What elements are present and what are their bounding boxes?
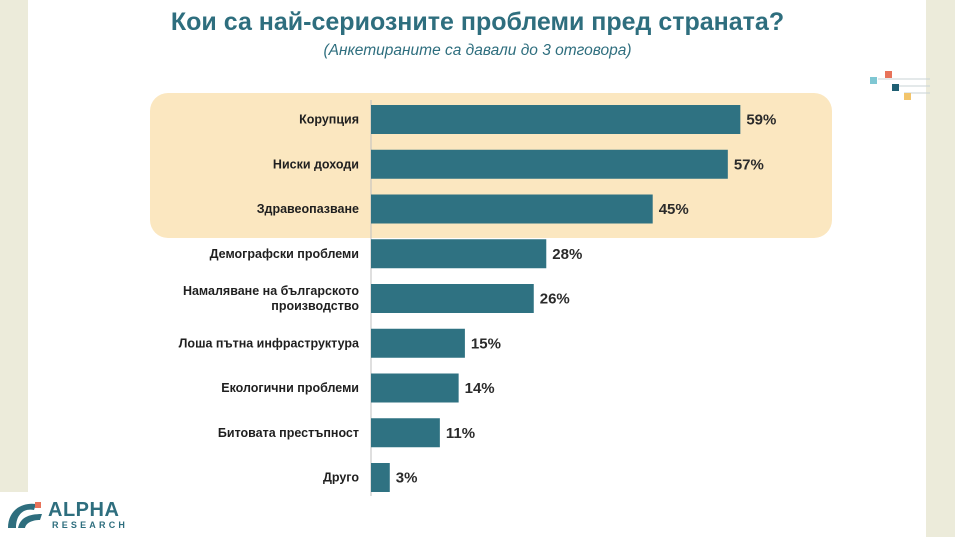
category-label-line: Битовата престъпност: [218, 426, 359, 440]
bar-6: [371, 373, 459, 403]
category-label-5: Лоша пътна инфраструктура: [179, 336, 360, 350]
logo-subtitle: RESEARCH: [52, 520, 129, 530]
alpha-research-logo: ALPHA RESEARCH: [0, 492, 152, 537]
category-label-1: Ниски доходи: [273, 157, 359, 171]
category-label-line: Демографски проблеми: [210, 247, 359, 261]
category-label-line: производство: [271, 299, 359, 313]
chart-title: Кои са най-сериозните проблеми пред стра…: [170, 8, 785, 36]
bar-4: [371, 284, 534, 313]
category-label-6: Екологични проблеми: [221, 381, 359, 395]
category-label-8: Друго: [323, 471, 359, 485]
category-label-line: Намаляване на българското: [183, 284, 359, 298]
logo-name: ALPHA: [48, 499, 120, 521]
category-label-0: Корупция: [299, 113, 359, 127]
value-label-8: 3%: [396, 470, 418, 487]
category-label-line: Корупция: [299, 113, 359, 127]
value-label-3: 28%: [552, 246, 582, 263]
value-label-7: 11%: [446, 425, 475, 442]
category-label-line: Ниски доходи: [273, 157, 359, 171]
bar-7: [371, 418, 440, 448]
bar-0: [371, 105, 741, 134]
category-label-line: Лоша пътна инфраструктура: [179, 336, 360, 350]
category-label-line: Друго: [323, 471, 359, 485]
alpha-logo-icon: [8, 502, 42, 528]
value-label-0: 59%: [746, 112, 776, 129]
decorative-squares-icon: [870, 71, 930, 100]
bar-3: [371, 239, 547, 269]
bar-8: [371, 463, 390, 492]
bar-2: [371, 194, 653, 224]
bar-1: [371, 149, 728, 179]
value-label-4: 26%: [540, 291, 570, 308]
value-label-6: 14%: [465, 380, 495, 397]
category-label-2: Здравеопазване: [257, 202, 359, 216]
value-label-2: 45%: [659, 201, 689, 218]
category-label-4: Намаляване на българското производство: [183, 284, 359, 313]
category-label-line: Екологични проблеми: [221, 381, 359, 395]
value-label-5: 15%: [471, 335, 501, 352]
slide-background: [28, 0, 926, 537]
bar-5: [371, 328, 465, 358]
value-label-1: 57%: [734, 156, 764, 173]
category-label-3: Демографски проблеми: [210, 247, 359, 261]
chart-subtitle: (Анкетираните са давали до 3 отговора): [323, 42, 632, 59]
category-label-line: Здравеопазване: [257, 202, 359, 216]
category-label-7: Битовата престъпност: [218, 426, 359, 440]
